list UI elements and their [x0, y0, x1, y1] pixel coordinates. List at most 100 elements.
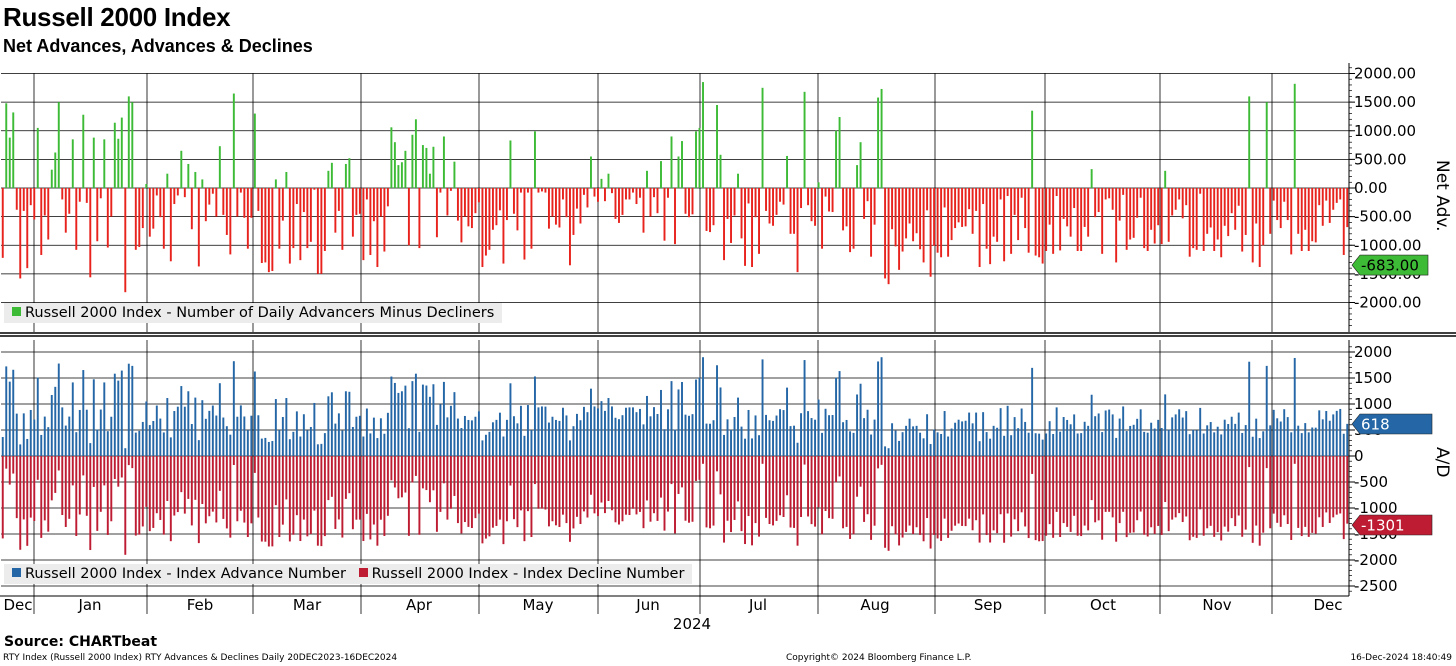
net-adv-bar	[779, 188, 782, 202]
x-axis: Dec Jan Feb Mar Apr May Jun Jul Aug Sep Oct Nov Dec 2…	[0, 595, 1349, 633]
net-adv-bar	[1139, 188, 1142, 198]
net-adv-bar	[442, 136, 445, 188]
net-adv-bar	[351, 188, 354, 237]
advance-bar	[733, 417, 736, 456]
advance-bar	[796, 442, 799, 456]
decline-bar	[390, 456, 393, 481]
net-adv-bar	[607, 173, 610, 188]
advance-bar	[824, 408, 827, 456]
advance-bar	[1297, 425, 1300, 456]
advance-bar	[817, 399, 820, 456]
net-adv-bar	[695, 131, 697, 188]
decline-bar	[593, 456, 596, 514]
net-adv-bar	[1234, 188, 1237, 230]
advance-bar	[1017, 428, 1020, 456]
decline-bar	[1209, 456, 1212, 526]
advance-bar	[425, 385, 428, 456]
net-adv-bar	[936, 188, 939, 253]
net-adv-bar	[386, 188, 389, 207]
month-label: Apr	[406, 596, 433, 614]
decline-bar	[103, 456, 106, 486]
advance-bar	[488, 431, 491, 456]
decline-bar	[1307, 456, 1310, 537]
decline-bar	[971, 456, 974, 531]
net-adv-bar	[425, 147, 428, 189]
decline-bar	[71, 456, 74, 486]
net-adv-bar	[484, 188, 487, 256]
decline-bar	[509, 456, 512, 486]
advance-bar	[1181, 417, 1184, 456]
decline-bar	[674, 456, 676, 534]
decline-bar	[618, 456, 620, 525]
net-adv-bar	[849, 188, 852, 253]
advance-bar	[649, 416, 652, 456]
advance-bar	[344, 391, 347, 456]
decline-bar	[915, 456, 918, 528]
advance-bar	[1139, 409, 1142, 456]
net-adv-bar	[260, 188, 263, 263]
decline-bar	[306, 456, 309, 537]
net-adv-bar	[78, 188, 81, 202]
decline-bar	[1342, 456, 1345, 540]
decline-bar	[719, 456, 722, 495]
decline-bar	[484, 456, 487, 539]
decline-bar	[278, 456, 281, 538]
last-value-badges: -683.00 618 -1301	[1351, 254, 1433, 536]
net-adv-bar	[975, 188, 978, 211]
advance-bar	[1174, 414, 1177, 456]
net-adv-bar	[1244, 188, 1247, 235]
advance-bar	[5, 366, 8, 456]
net-adv-bar	[533, 131, 536, 188]
decline-bar	[232, 456, 235, 465]
advance-bar	[835, 377, 838, 456]
advance-bar	[572, 426, 575, 456]
decline-bar	[127, 456, 130, 466]
decline-bar	[1188, 456, 1191, 541]
bottom-tick-label: 0	[1354, 447, 1364, 465]
decline-bar	[1111, 456, 1114, 518]
net-adv-bar	[243, 188, 246, 218]
net-adv-bar	[572, 188, 575, 235]
net-adv-bar	[1311, 188, 1314, 242]
net-adv-bar	[1346, 188, 1349, 228]
decline-bar	[421, 456, 424, 489]
advance-bar	[1339, 408, 1342, 456]
decline-bar	[365, 456, 368, 514]
chart-title: Russell 2000 Index	[3, 2, 231, 32]
net-adv-bar	[64, 188, 67, 233]
advance-bar	[516, 423, 519, 456]
net-adv-bar	[99, 188, 102, 199]
advance-bar	[719, 387, 722, 456]
advance-bar	[1041, 439, 1044, 456]
decline-bar	[649, 456, 652, 522]
net-adv-bar	[159, 188, 162, 218]
net-adv-bar	[992, 188, 995, 237]
decline-bar	[849, 456, 852, 539]
net-adv-last-value: -683.00	[1351, 254, 1429, 276]
net-adv-bar	[691, 188, 694, 215]
advance-bar	[152, 421, 155, 456]
advance-bar	[365, 408, 368, 456]
decline-bar	[1122, 456, 1125, 512]
decline-bar	[625, 456, 627, 515]
decline-bar	[653, 456, 655, 514]
decline-last-value-shape	[1351, 514, 1433, 536]
advance-bar	[411, 381, 414, 456]
net-adv-bar	[523, 188, 526, 260]
source-note: Source: CHARTbeat	[4, 634, 158, 650]
advance-bar	[1171, 417, 1174, 456]
net-adv-bar	[201, 179, 204, 188]
decline-bar	[1006, 456, 1009, 514]
advance-bar	[1216, 426, 1219, 456]
advance-bar	[999, 408, 1002, 456]
decline-bar	[716, 456, 718, 472]
decline-bar	[957, 456, 960, 524]
net-adv-bar	[1199, 188, 1202, 194]
net-adv-bar	[162, 188, 165, 249]
decline-bar	[1192, 456, 1195, 537]
advance-bar	[1300, 433, 1303, 456]
decline-bar	[1321, 456, 1324, 527]
net-advance-bars	[1, 82, 1349, 293]
net-adv-bar	[1090, 169, 1093, 188]
top-tick-label: -500.00	[1354, 208, 1412, 226]
